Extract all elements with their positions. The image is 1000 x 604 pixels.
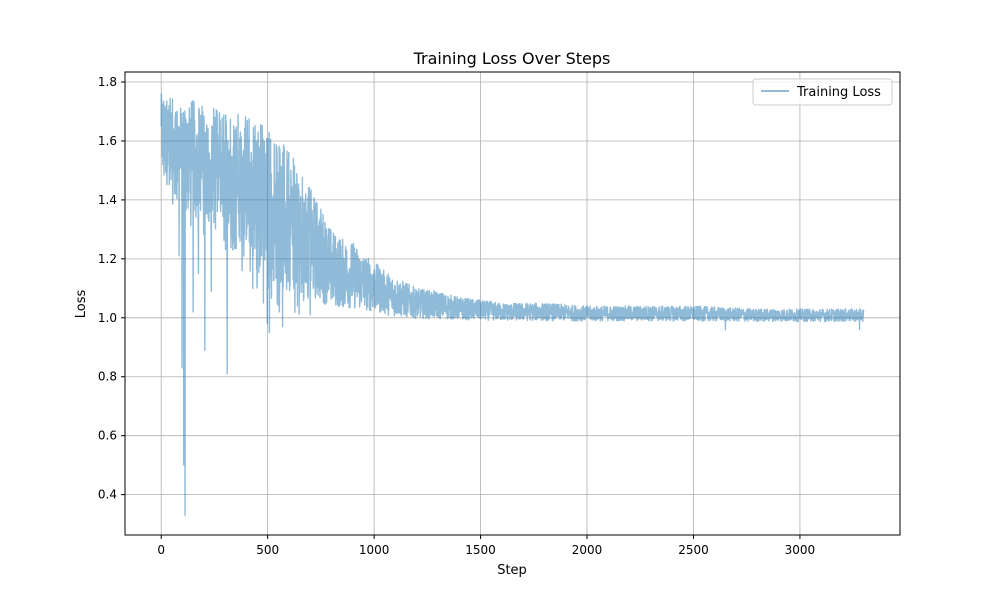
legend: Training Loss [752, 78, 893, 106]
plot-frame [124, 71, 901, 536]
y-tick-label: 0.4 [98, 488, 117, 502]
axis-ticks: 0 500 1000 1500 2000 2500 3000 0.4 0.6 0.8 1.0 1.2 1… [98, 75, 815, 557]
x-axis-label: Step [497, 563, 527, 578]
x-tick-label: 3000 [785, 543, 816, 557]
chart-title: Training Loss Over Steps [413, 49, 611, 68]
y-tick-label: 0.6 [98, 429, 117, 443]
x-tick-label: 500 [256, 543, 279, 557]
y-axis-label: Loss [74, 290, 89, 319]
training-loss-line [160, 93, 865, 516]
x-tick-label: 1000 [359, 543, 390, 557]
y-tick-label: 1.8 [98, 75, 117, 89]
y-tick-label: 1.4 [98, 193, 117, 207]
x-tick-label: 2500 [678, 543, 709, 557]
x-tick-label: 1500 [465, 543, 496, 557]
series-area [160, 93, 865, 516]
x-tick-label: 2000 [572, 543, 603, 557]
x-tick-label: 0 [157, 543, 165, 557]
y-tick-label: 1.0 [98, 311, 117, 325]
legend-box [752, 78, 893, 106]
legend-label: Training Loss [796, 85, 881, 100]
grid [125, 72, 900, 535]
y-tick-label: 1.6 [98, 134, 117, 148]
y-tick-label: 0.8 [98, 370, 117, 384]
y-tick-label: 1.2 [98, 252, 117, 266]
